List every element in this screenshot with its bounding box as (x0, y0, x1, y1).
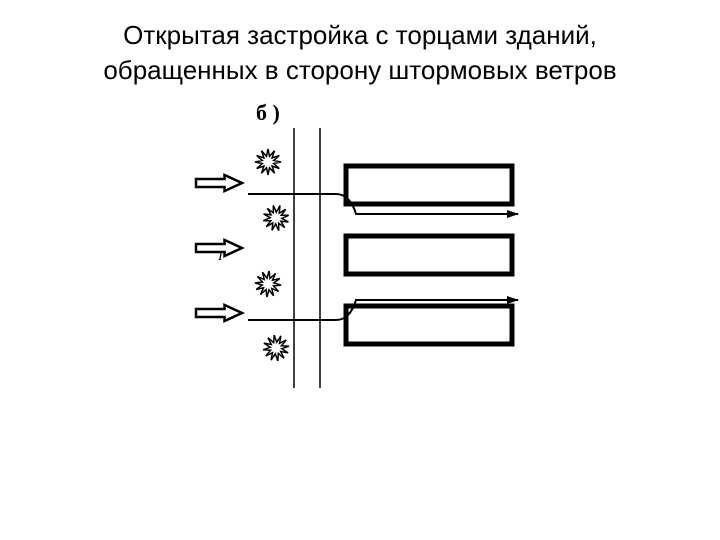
diagram-stage: б )I (0, 88, 720, 508)
building-3 (346, 306, 512, 344)
flow-arrow-2 (248, 300, 518, 320)
diagram-title: Открытая застройка с торцами зданий, обр… (0, 0, 720, 88)
wind-arrow-1 (196, 175, 242, 191)
title-line-2: обращенных в сторону штормовых ветров (103, 55, 616, 85)
wind-arrow-3 (196, 305, 242, 321)
label-b: б ) (256, 100, 280, 125)
building-2 (346, 236, 512, 274)
diagram-svg: б )I (0, 88, 720, 508)
tree-icon-2 (263, 205, 288, 230)
building-1 (346, 166, 512, 204)
tree-icon-1 (255, 149, 281, 175)
tree-icon-3 (255, 271, 281, 297)
tree-icon-4 (263, 335, 289, 361)
title-line-1: Открытая застройка с торцами зданий, (123, 20, 597, 50)
